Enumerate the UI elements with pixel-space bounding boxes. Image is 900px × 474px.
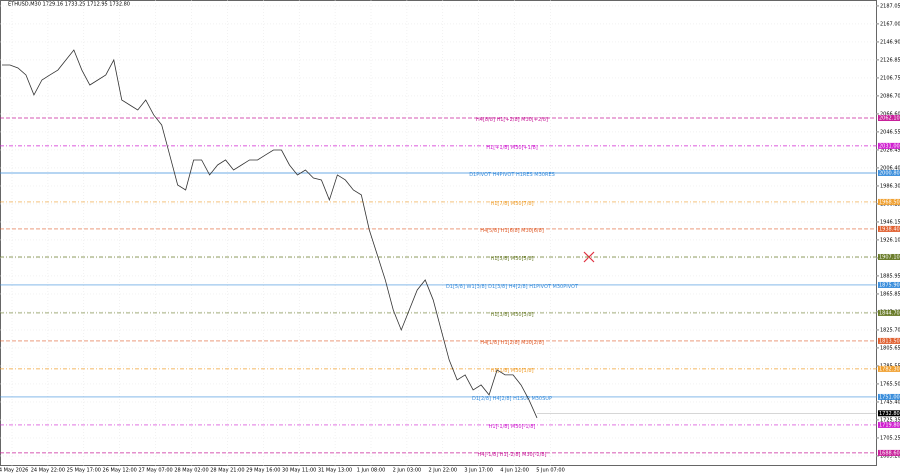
x-tick-label: 31 May 13:00 — [318, 468, 352, 474]
price-box-label: 1751.00 — [879, 394, 900, 400]
price-box — [878, 142, 900, 149]
y-tick-label: 2187.05 — [880, 3, 900, 9]
price-box — [878, 198, 900, 205]
x-tick-label: 24 May 22:00 — [31, 468, 65, 474]
x-tick-label: 3 Jun 17:00 — [464, 468, 493, 474]
price-box-label: 2062.10 — [879, 116, 900, 122]
price-box — [878, 253, 900, 260]
price-box-label: 1844.70 — [879, 310, 900, 316]
x-tick-label: 4 Jun 12:00 — [500, 468, 529, 474]
level-label: H1[-1/8] M30[-1/8] — [489, 424, 536, 430]
plot-frame — [0, 0, 877, 466]
y-tick-label: 1705.25 — [880, 435, 900, 441]
x-tick-label: 28 May 02:00 — [174, 468, 208, 474]
y-tick-label: 1805.65 — [880, 345, 900, 351]
price-box-label: 1875.90 — [879, 282, 900, 288]
x-tick-label: 5 Jun 07:00 — [536, 468, 565, 474]
price-box-label: 1968.50 — [879, 199, 900, 205]
price-box — [878, 115, 900, 122]
price-box — [878, 169, 900, 176]
x-tick-label: 26 May 12:00 — [103, 468, 137, 474]
price-box — [878, 309, 900, 316]
price-box-label: 1782.30 — [879, 366, 900, 372]
y-tick-label: 2167.00 — [880, 21, 900, 27]
level-label: H1[7/8] M30[7/8] — [490, 201, 533, 207]
price-box-label: 2000.80 — [879, 170, 900, 176]
x-tick-label: 29 May 16:00 — [246, 468, 280, 474]
level-label: H1[+1/8] M30[+1/8] — [486, 145, 538, 151]
price-box-label: 1719.80 — [879, 422, 900, 428]
x-tick-label: 30 May 11:00 — [282, 468, 316, 474]
price-box-label: 1813.50 — [879, 338, 900, 344]
y-tick-label: 2006.40 — [880, 165, 900, 171]
y-tick-label: 1765.50 — [880, 381, 900, 387]
last-price-box — [878, 410, 900, 417]
y-tick-label: 1926.10 — [880, 237, 900, 243]
y-tick-label: 2146.90 — [880, 39, 900, 45]
price-box — [878, 337, 900, 344]
level-label: D1[5/8] W1[3/8] D1[3/8] H4[2/8] H1PIVOT … — [446, 284, 579, 290]
chart-title: ETHUSD,M30 1729.16 1733.25 1712.95 1732.… — [8, 2, 130, 8]
y-tick-label: 1745.40 — [880, 399, 900, 405]
y-tick-label: 1885.95 — [880, 273, 900, 279]
price-box-label: 1688.60 — [879, 450, 900, 456]
price-box — [878, 449, 900, 456]
x-tick-label: 25 May 17:00 — [67, 468, 101, 474]
y-tick-label: 2066.60 — [880, 111, 900, 117]
price-box — [878, 393, 900, 400]
x-tick-label: 28 May 21:00 — [210, 468, 244, 474]
price-box-label: 1938.40 — [879, 226, 900, 232]
price-line — [2, 49, 538, 419]
level-label: H4[5/8] H1[6/8] M30[6/8] — [480, 228, 544, 234]
level-label: H1[3/8] M30[3/8] — [490, 312, 533, 318]
x-tick-label: 1 Jun 08:00 — [357, 468, 386, 474]
level-label: D1[2/8] H4[2/8] H1SUP M30SUP — [472, 396, 552, 402]
price-box — [878, 421, 900, 428]
x-tick-label: 2 Jun 03:00 — [393, 468, 422, 474]
y-tick-label: 2126.85 — [880, 57, 900, 63]
y-tick-label: 2026.45 — [880, 147, 900, 153]
y-tick-label: 1986.30 — [880, 183, 900, 189]
x-tick-label: 2 Jun 22:00 — [429, 468, 458, 474]
last-price-label: 1732.80 — [879, 411, 900, 417]
price-box — [878, 225, 900, 232]
price-box — [878, 281, 900, 288]
level-label: H4[8/8] H1[+2/8] M30[+2/8] — [476, 117, 548, 123]
y-tick-label: 1725.35 — [880, 417, 900, 423]
x-tick-label: 24 May 2026 — [0, 468, 28, 474]
level-label: H4[-1/8] H1[-2/8] M30[-2/8] — [478, 452, 547, 458]
level-label: H1[1/8] M30[1/8] — [490, 368, 533, 374]
level-label: H4[1/8] H1[2/8] M30[2/8] — [480, 340, 544, 346]
y-tick-label: 1865.85 — [880, 291, 900, 297]
price-box-label: 2031.00 — [879, 143, 900, 149]
y-tick-label: 2046.55 — [880, 129, 900, 135]
x-tick-label: 27 May 07:00 — [138, 468, 172, 474]
y-tick-label: 1825.70 — [880, 327, 900, 333]
price-box — [878, 365, 900, 372]
level-label: D1PIVOT H4PIVOT H1RES M30RES — [469, 172, 555, 178]
y-tick-label: 2106.75 — [880, 75, 900, 81]
y-tick-label: 2086.70 — [880, 93, 900, 99]
y-tick-label: 1946.15 — [880, 219, 900, 225]
price-box-label: 1907.10 — [879, 254, 900, 260]
level-label: H1[5/8] M30[5/8] — [490, 256, 533, 262]
y-tick-label: 1685.20 — [880, 453, 900, 459]
